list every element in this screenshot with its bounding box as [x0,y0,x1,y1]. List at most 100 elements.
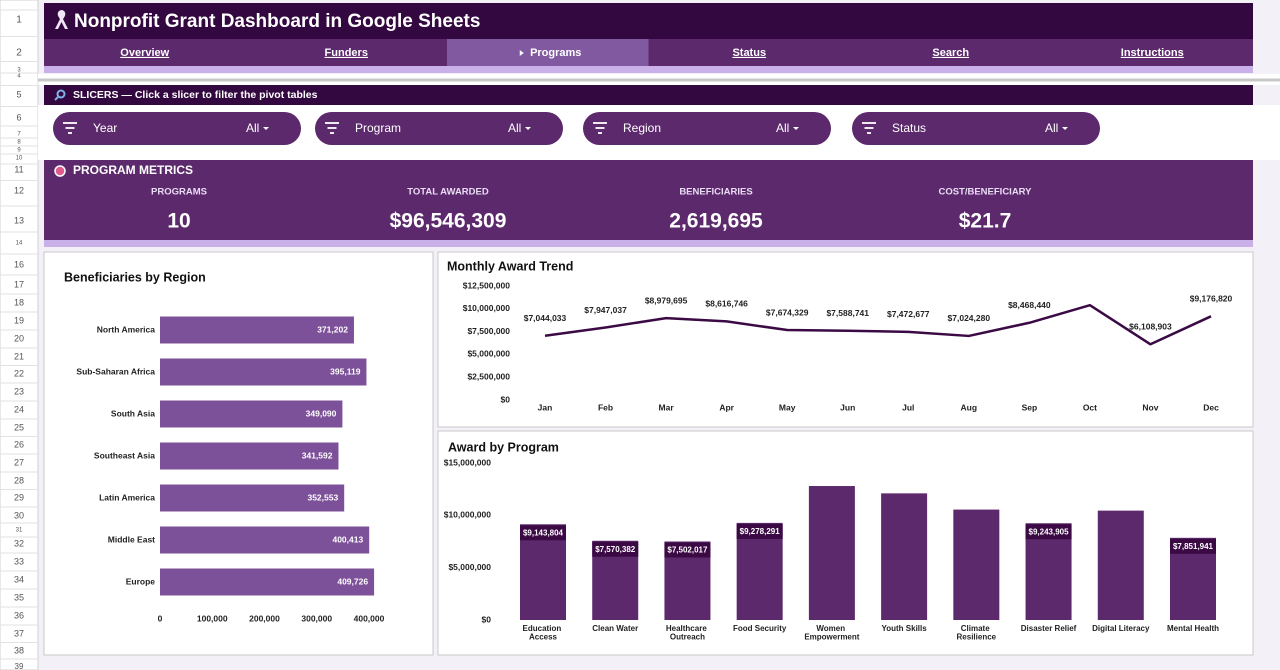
x-tick-label: 100,000 [197,613,228,623]
category-label: Southeast Asia [94,450,155,460]
bar [160,526,370,554]
value-label: 395,119 [330,366,361,376]
value-label: $6,108,903 [1129,322,1172,332]
value-label: 409,726 [337,576,368,586]
row-number: 39 [15,662,24,670]
nav-tab[interactable]: Status [732,47,766,59]
row-number: 6 [16,112,21,122]
row-number: 22 [14,368,24,378]
x-tick-label: Climate Resilience [957,624,997,642]
slicer-pill[interactable] [852,112,1100,145]
category-label: Europe [126,576,156,586]
bar [160,484,345,512]
y-tick-label: $0 [501,394,511,404]
dashboard-title: Nonprofit Grant Dashboard in Google Shee… [74,11,480,32]
y-tick-label: $5,000,000 [467,349,510,359]
metric-value: 2,619,695 [669,210,763,233]
row-number: 32 [14,538,24,548]
row-number: 25 [14,422,24,432]
bar [1025,523,1072,620]
row-number: 29 [14,492,24,502]
slicer-pill[interactable] [53,112,301,145]
x-tick-label: Apr [719,402,734,412]
slicer-value: All [1045,121,1058,135]
line [544,303,1212,346]
metric-label: BENEFICIARIES [679,187,752,198]
x-tick-label: Jan [538,402,553,412]
chart-title: Monthly Award Trend [447,259,573,273]
row-number: 17 [14,279,24,289]
category-label: North America [97,324,156,334]
y-tick-label: $15,000,000 [444,457,492,467]
metric-value: 10 [167,210,190,233]
row-number: 28 [14,475,24,485]
value-label: $8,616,746 [705,299,748,309]
nav-tab[interactable]: Instructions [1121,47,1184,59]
category-label: Middle East [108,534,155,544]
slicer-value: All [776,121,789,135]
nav-tab[interactable]: Funders [325,47,368,59]
chart-title: Award by Program [448,440,559,454]
bar [160,400,343,428]
value-label: $7,024,280 [948,313,991,323]
row-number: 24 [14,404,24,414]
slicer-value: All [246,121,259,135]
active-tab [447,39,649,66]
row-number: 27 [14,457,24,467]
y-tick-label: $10,000,000 [463,303,511,313]
nav-tab[interactable]: Overview [120,47,169,59]
value-label-box [520,525,566,541]
x-tick-label: 200,000 [249,613,280,623]
slicer-pill[interactable] [583,112,831,145]
x-tick-label: Healthcare Outreach [666,624,709,642]
row-number: 5 [16,89,21,99]
x-tick-label: Women Empowerment [804,624,859,642]
slicer-label: Status [892,121,926,135]
nav-tab[interactable]: Programs [530,47,581,59]
row-number: 20 [14,333,24,343]
row-number: 9 [17,148,21,154]
value-label: 341,592 [302,450,333,460]
value-label: $8,979,695 [645,295,688,305]
x-tick-label: 300,000 [301,613,332,623]
value-label-box [664,542,711,558]
metrics-band [44,160,1253,240]
row-number: 12 [14,185,24,195]
active-marker [519,50,524,56]
x-tick-label: Mar [659,402,675,412]
x-tick-label: Mental Health [1167,624,1219,633]
x-tick-label: Food Security [733,624,787,633]
value-label-box [1170,538,1216,554]
value-label: $7,851,941 [1173,542,1214,551]
value-label: $7,947,037 [584,305,627,315]
chart-panel [437,251,1254,428]
row-number: 23 [14,386,24,396]
row-number: 34 [14,574,24,584]
row-number: 35 [14,592,24,602]
slicer-header-text: SLICERS — Click a slicer to filter the p… [73,89,318,101]
value-label-box [1025,524,1072,540]
row-number: 37 [14,628,24,638]
metric-label: COST/BENEFICIARY [938,187,1032,198]
row-number: 31 [16,528,23,534]
x-tick-label: Education Access [523,624,564,642]
row-number: 7 [17,132,21,138]
bar [160,358,367,386]
value-label: 352,553 [307,492,338,502]
x-tick-label: Jun [840,402,855,412]
x-tick-label: Feb [598,402,613,412]
metric-value: $96,546,309 [390,210,507,233]
value-label: 400,413 [332,534,363,544]
value-label: $8,468,440 [1008,300,1051,310]
y-tick-label: $2,500,000 [467,371,510,381]
nav-tab[interactable]: Search [932,47,969,59]
x-tick-label: Oct [1083,402,1097,412]
row-number: 14 [16,241,23,247]
slicer-pill[interactable] [315,112,563,145]
x-tick-label: Sep [1022,402,1038,412]
value-label: $7,570,382 [595,545,636,554]
value-label: $7,588,741 [826,308,869,318]
metric-label: TOTAL AWARDED [407,187,489,198]
row-number: 4 [17,74,21,80]
